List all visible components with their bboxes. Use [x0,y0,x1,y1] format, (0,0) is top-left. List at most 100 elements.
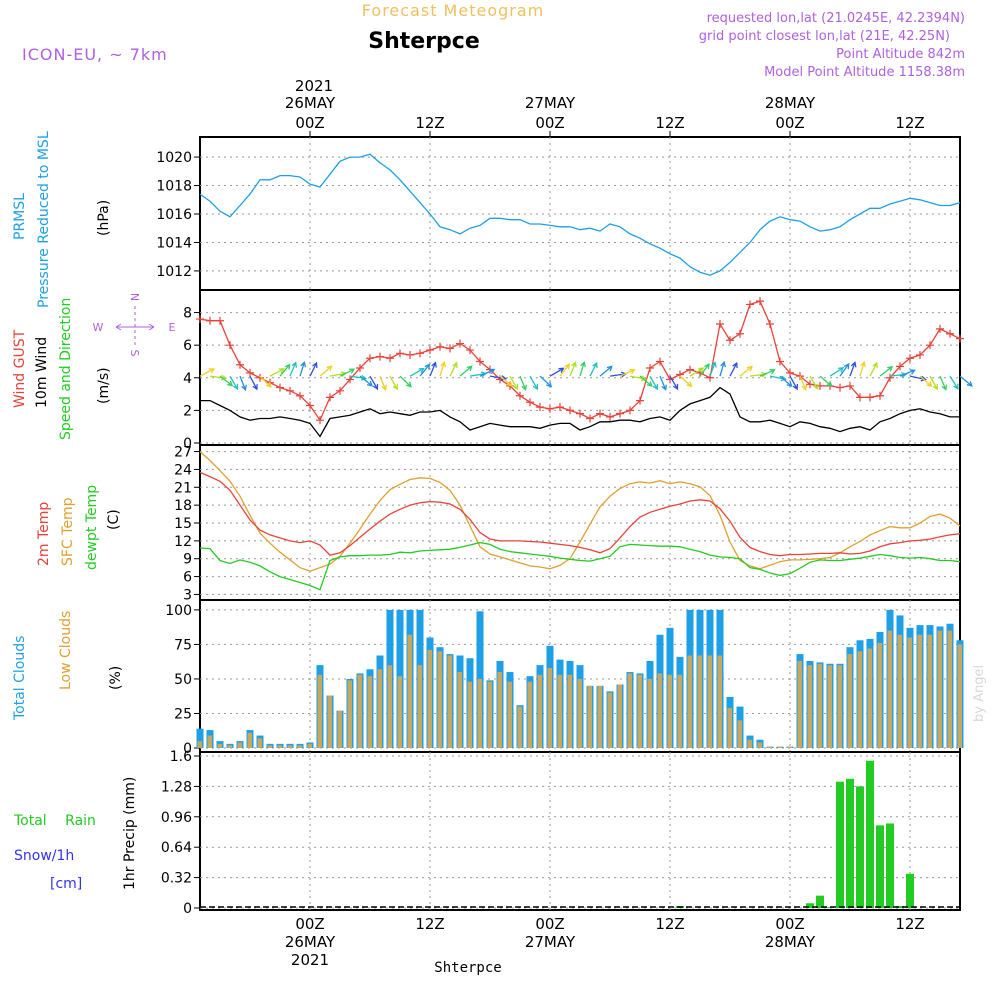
y-tick-label: 100 [165,603,192,619]
wind-arrow-head [850,361,857,368]
bottom-axis-label: 00Z [535,915,564,933]
wind-direction-arrow [839,363,850,377]
wind-direction-arrow [939,375,947,390]
rain-bar [836,781,844,908]
rain-bar [806,903,814,908]
y-tick-label: 1012 [156,264,192,280]
low-cloud-bar [547,667,552,748]
low-cloud-bar [257,738,262,748]
low-cloud-bar [617,684,622,748]
wind-direction-arrow [269,368,285,377]
pressure-line [199,153,961,276]
low-cloud-bar [717,655,722,748]
y-tick-label: 0 [183,436,192,452]
wind-direction-arrow [959,375,973,387]
gust-marker [726,336,734,345]
wind-direction-arrow [829,367,844,377]
low-cloud-bar [937,630,942,748]
gust-marker [636,396,644,405]
gust-marker [226,341,234,350]
point-altitude: Point Altitude 842m [836,47,965,62]
wind-direction-arrow [299,362,305,377]
low-cloud-bar [237,742,242,748]
wind-labels: Wind GUST 10m Wind Speed and Direction (… [12,293,176,440]
gust-marker [956,334,964,343]
gust-marker [416,349,424,358]
wind-arrow-head [392,384,398,391]
y-tick-label: 50 [174,672,192,688]
y-tick-label: 12 [174,534,192,550]
wind-arrow-head [418,367,425,374]
low-cloud-bar [697,655,702,748]
wind-direction-arrow [869,362,878,377]
grid-point-coords: grid point closest lon,lat (21E, 42.25N) [699,29,950,44]
wind-arrow-head [208,368,216,374]
wind-direction-arrow [479,368,495,377]
wind-arrow-head [571,361,577,368]
wind-arrow-head [506,380,513,387]
y-tick-label: 8 [183,306,192,322]
y-tick-label: 3 [183,587,192,603]
wind-direction-arrow [359,375,373,387]
gust-marker [336,386,344,395]
wind-direction-arrow [849,362,856,377]
wind-direction-arrow [949,375,959,390]
wind-direction-arrow [859,362,865,377]
label-10m-wind: 10m Wind [34,337,50,408]
y-tick-label: 2 [183,403,192,419]
low-cloud-bar [377,669,382,748]
top-axis-label: 00Z [535,114,564,132]
low-cloud-bar [367,676,372,748]
low-cloud-bar [397,676,402,748]
wind-direction-arrow [409,368,424,377]
wind-arrow-head [826,381,833,388]
wind-direction-arrow [619,369,635,377]
gust-marker [926,341,934,350]
wind-direction-arrow [899,369,915,377]
low-cloud-bar [597,685,602,748]
low-cloud-bar [877,643,882,748]
gust-marker [256,373,264,382]
gust-marker [466,346,474,355]
y-tick-label: 27 [174,445,192,461]
wind-direction-arrow [439,362,445,377]
low-cloud-bar [807,665,812,748]
y-tick-label: 24 [174,462,192,478]
low-cloud-bar [227,745,232,748]
gust-marker [536,403,544,412]
wind-arrow-head [887,365,894,372]
gust-marker [606,412,614,421]
top-axis-label: 12Z [415,114,444,132]
gust-marker [616,409,624,418]
wind-arrow-head [953,383,959,390]
wind-arrow-head [792,383,799,391]
panel-precipitation: 0 0.32 0.64 0.96 1.28 1.6 [161,749,961,917]
gust-marker [796,372,804,381]
top-time-axis: 26MAY 00Z 12Z 27MAY 00Z 12Z 28MAY 00Z 12Z [285,94,925,137]
sfc-temp-line [199,451,961,572]
top-year: 2021 [295,77,333,95]
wind-direction-arrow [289,362,297,377]
wind-direction-arrow [329,372,346,377]
gust-marker [756,297,764,306]
label-sfc-temp: SFC Temp [60,497,76,566]
low-cloud-bar [857,651,862,748]
wind-arrow-head [732,361,738,369]
low-cloud-bar [487,681,492,748]
wind-direction-arrow [669,375,679,390]
low-cloud-bar [837,665,842,748]
top-axis-label: 27MAY [525,94,576,112]
wind-direction-arrow [369,375,378,390]
rain-bar [876,825,884,908]
low-cloud-bar [437,651,442,748]
requested-coords: requested lon,lat (21.0245E, 42.2394N) [707,11,965,26]
gust-marker [196,315,204,324]
y-tick-label: 1014 [156,235,192,251]
wind-arrow-head [466,365,473,372]
gust-marker [736,329,744,338]
rain-bar [906,873,914,908]
wind-arrow-head [872,361,878,369]
panel-frame [199,751,961,911]
y-tick-label: 6 [183,338,192,354]
